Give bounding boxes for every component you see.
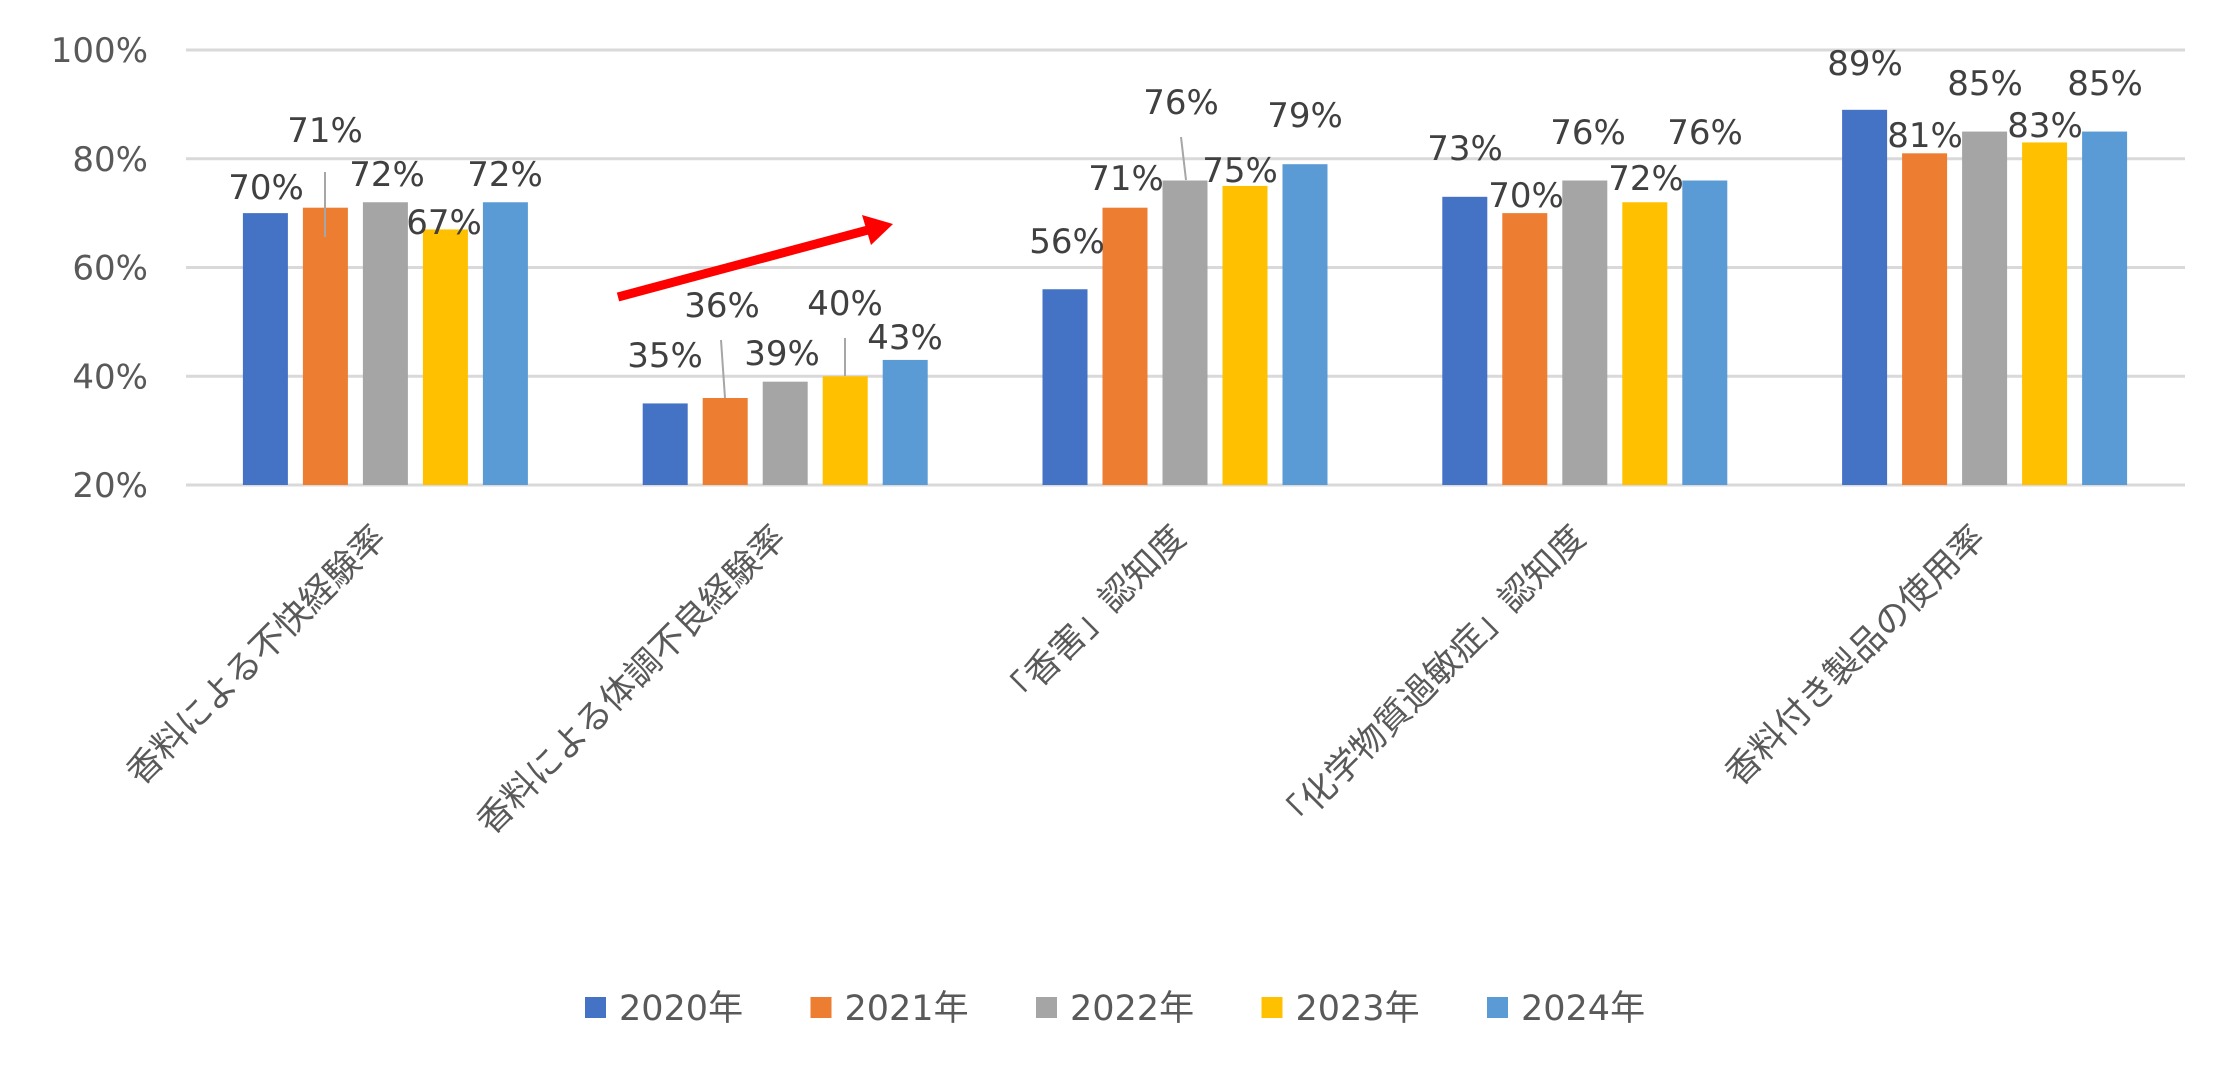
bar-2022年-0	[362, 202, 408, 485]
data-label: 43%	[867, 318, 943, 358]
bar-2022年-1	[762, 381, 808, 485]
bar-2022年-4	[1962, 131, 2008, 485]
bar-2022年-3	[1562, 180, 1608, 485]
legend-label: 2024年	[1521, 989, 1645, 1029]
data-label: 76%	[1143, 83, 1219, 123]
data-label: 56%	[1029, 222, 1105, 262]
data-label: 35%	[627, 336, 703, 376]
bar-2023年-1	[822, 376, 868, 485]
bar-2024年-1	[882, 359, 928, 485]
bars	[242, 109, 2128, 485]
data-label: 67%	[406, 203, 482, 243]
data-label: 71%	[1088, 159, 1164, 199]
y-axis-ticks: 20% 40% 60% 80% 100%	[51, 31, 148, 506]
bar-2023年-4	[2022, 142, 2068, 485]
data-label: 76%	[1550, 113, 1626, 153]
legend-swatch	[1487, 997, 1508, 1018]
leader-line	[720, 339, 726, 399]
bar-2024年-3	[1682, 180, 1728, 485]
x-axis-label: 香料による不快経験率	[119, 518, 394, 793]
x-axis-labels: 香料による不快経験率 香料による体調不良経験率 「香害」認知度 「化学物質過敏症」認知…	[119, 518, 1993, 843]
bar-2023年-0	[422, 229, 468, 485]
legend-swatch	[585, 997, 606, 1018]
bar-2023年-3	[1622, 202, 1668, 485]
data-label-leader-lines	[324, 136, 1187, 399]
bar-2023年-2	[1222, 185, 1268, 485]
y-tick-label: 40%	[72, 357, 148, 397]
x-axis-label: 香料付き製品の使用率	[1718, 518, 1994, 794]
data-label: 81%	[1887, 116, 1963, 156]
data-label: 71%	[287, 111, 363, 151]
data-labels: 70% 35% 56% 73% 89% 71% 36% 71% 70% 81% 72% 39% 76% 7…	[228, 44, 2143, 376]
data-label: 39%	[744, 334, 820, 374]
legend: 2020年 2021年 2022年 2023年 2024年	[585, 989, 1645, 1029]
bar-2022年-2	[1162, 180, 1208, 485]
legend-swatch	[1036, 997, 1057, 1018]
data-label: 72%	[1608, 159, 1684, 199]
data-label: 79%	[1267, 96, 1343, 136]
x-axis-label: 「化学物質過敏症」認知度	[1268, 518, 1593, 843]
legend-label: 2020年	[619, 989, 743, 1029]
y-tick-label: 20%	[72, 466, 148, 506]
trend-arrow-icon	[616, 215, 893, 302]
data-label: 72%	[349, 155, 425, 195]
bar-2020年-3	[1442, 196, 1488, 485]
data-label: 89%	[1827, 44, 1903, 84]
data-label: 40%	[807, 284, 883, 324]
data-label: 70%	[1488, 176, 1564, 216]
bar-2021年-2	[1102, 207, 1148, 485]
trend-arrow-shaft	[616, 225, 870, 302]
trend-arrow-head	[862, 215, 893, 245]
data-label: 85%	[2067, 64, 2143, 104]
data-label: 83%	[2007, 106, 2083, 146]
bar-2024年-4	[2082, 131, 2128, 485]
bar-2020年-2	[1042, 289, 1088, 485]
bar-2021年-3	[1502, 213, 1548, 485]
legend-swatch	[1261, 997, 1283, 1018]
y-tick-label: 80%	[72, 140, 148, 180]
x-axis-label: 香料による体調不良経験率	[470, 518, 795, 843]
legend-label: 2021年	[845, 989, 969, 1029]
bar-2024年-2	[1282, 164, 1328, 485]
legend-label: 2023年	[1296, 989, 1420, 1029]
legend-swatch	[810, 997, 832, 1018]
bar-2020年-1	[642, 403, 688, 485]
data-label: 85%	[1947, 64, 2023, 104]
data-label: 73%	[1427, 129, 1503, 169]
leader-line	[1180, 136, 1187, 181]
bar-2021年-4	[1902, 153, 1948, 485]
bar-2021年-0	[302, 207, 348, 485]
bar-2020年-4	[1842, 109, 1888, 485]
data-label: 75%	[1202, 151, 1278, 191]
bar-2021年-1	[702, 398, 748, 485]
legend-label: 2022年	[1070, 989, 1194, 1029]
data-label: 70%	[228, 168, 304, 208]
y-tick-label: 100%	[51, 31, 148, 71]
data-label: 72%	[467, 155, 543, 195]
x-axis-label: 「香害」認知度	[992, 518, 1194, 720]
bar-2020年-0	[242, 213, 288, 485]
bar-2024年-0	[482, 202, 528, 485]
data-label: 36%	[684, 286, 760, 326]
y-tick-label: 60%	[72, 249, 148, 289]
data-label: 76%	[1667, 113, 1743, 153]
